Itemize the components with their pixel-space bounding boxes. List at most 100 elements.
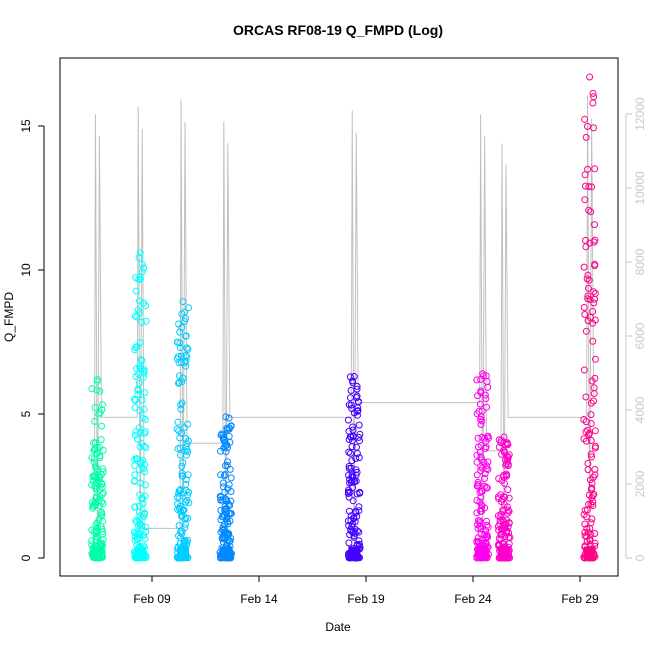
data-band [583,546,596,561]
data-point [182,520,189,528]
data-point [174,494,181,501]
data-point [176,339,184,347]
data-point [347,464,355,472]
data-point [95,496,103,504]
data-point [590,490,598,498]
data-point [182,332,190,340]
data-point [90,455,98,463]
data-point [347,401,355,409]
data-point [181,515,189,523]
data-point [501,479,508,487]
data-band [476,546,489,561]
data-point [477,530,485,538]
data-point [183,353,191,361]
data-point [99,465,107,473]
y-axis-label: Q_FMPD [2,292,16,342]
data-point [184,345,192,353]
data-point [181,524,189,532]
altitude-line [93,95,595,551]
data-point [478,407,486,415]
data-point [590,288,598,296]
data-point [504,452,512,460]
data-point [140,442,148,450]
data-point [504,486,512,494]
data-point [353,382,361,390]
data-point [591,316,599,324]
data-point [136,275,144,283]
data-point [581,506,589,514]
data-point [353,385,361,393]
data-point [219,483,227,491]
data-point [496,517,504,524]
data-point [95,410,103,418]
data-point [353,450,361,457]
data-point [584,292,592,300]
data-point [218,535,226,543]
data-point [499,526,507,534]
data-point [499,506,507,514]
data-point [583,275,591,283]
data-point [353,407,361,415]
data-point [183,344,191,352]
data-point [477,525,485,533]
data-point [590,390,598,397]
data-point [184,491,192,499]
data-point [221,535,229,542]
data-point [583,525,591,533]
data-point [138,260,146,268]
data-point [221,443,229,450]
data-point [220,472,228,480]
data-point [176,451,184,459]
data-point [346,373,354,381]
data-point [138,396,146,404]
data-point [140,531,148,539]
data-point [177,508,185,516]
data-point [484,432,492,440]
data-point [482,535,490,543]
data-point [223,441,231,449]
data-point [98,491,106,498]
data-point [141,509,149,517]
data-point [347,526,355,534]
data-point [482,443,490,451]
data-point [138,357,146,365]
data-point [217,471,225,479]
data-point [505,519,513,527]
data-point [131,503,139,511]
data-point [134,306,142,314]
data-point [178,462,186,470]
data-point [582,133,590,141]
data-point [134,529,142,537]
data-point [175,427,183,435]
data-point [185,304,192,312]
data-point [135,254,143,261]
data-point [138,318,145,326]
data-point [473,537,481,545]
data-point [580,511,588,519]
data-point [178,310,186,318]
data-point [585,276,593,284]
data-point [581,311,589,318]
data-point [136,308,144,316]
data-point [131,312,139,320]
data-point [136,502,143,510]
data-point [483,517,491,525]
data-point [590,397,597,405]
data-point [582,418,590,426]
data-point [133,343,141,351]
data-point [591,221,598,229]
data-point [473,376,481,384]
data-point [473,509,481,517]
data-point [349,497,357,505]
data-point [584,165,592,173]
data-point [132,373,140,380]
data-point [224,458,231,466]
data-point [131,395,139,403]
data-point [131,431,139,439]
y2-tick-label: 10000 [633,171,647,205]
data-point [225,481,233,489]
data-point [580,263,588,271]
data-point [348,443,356,451]
data-point [98,480,106,488]
